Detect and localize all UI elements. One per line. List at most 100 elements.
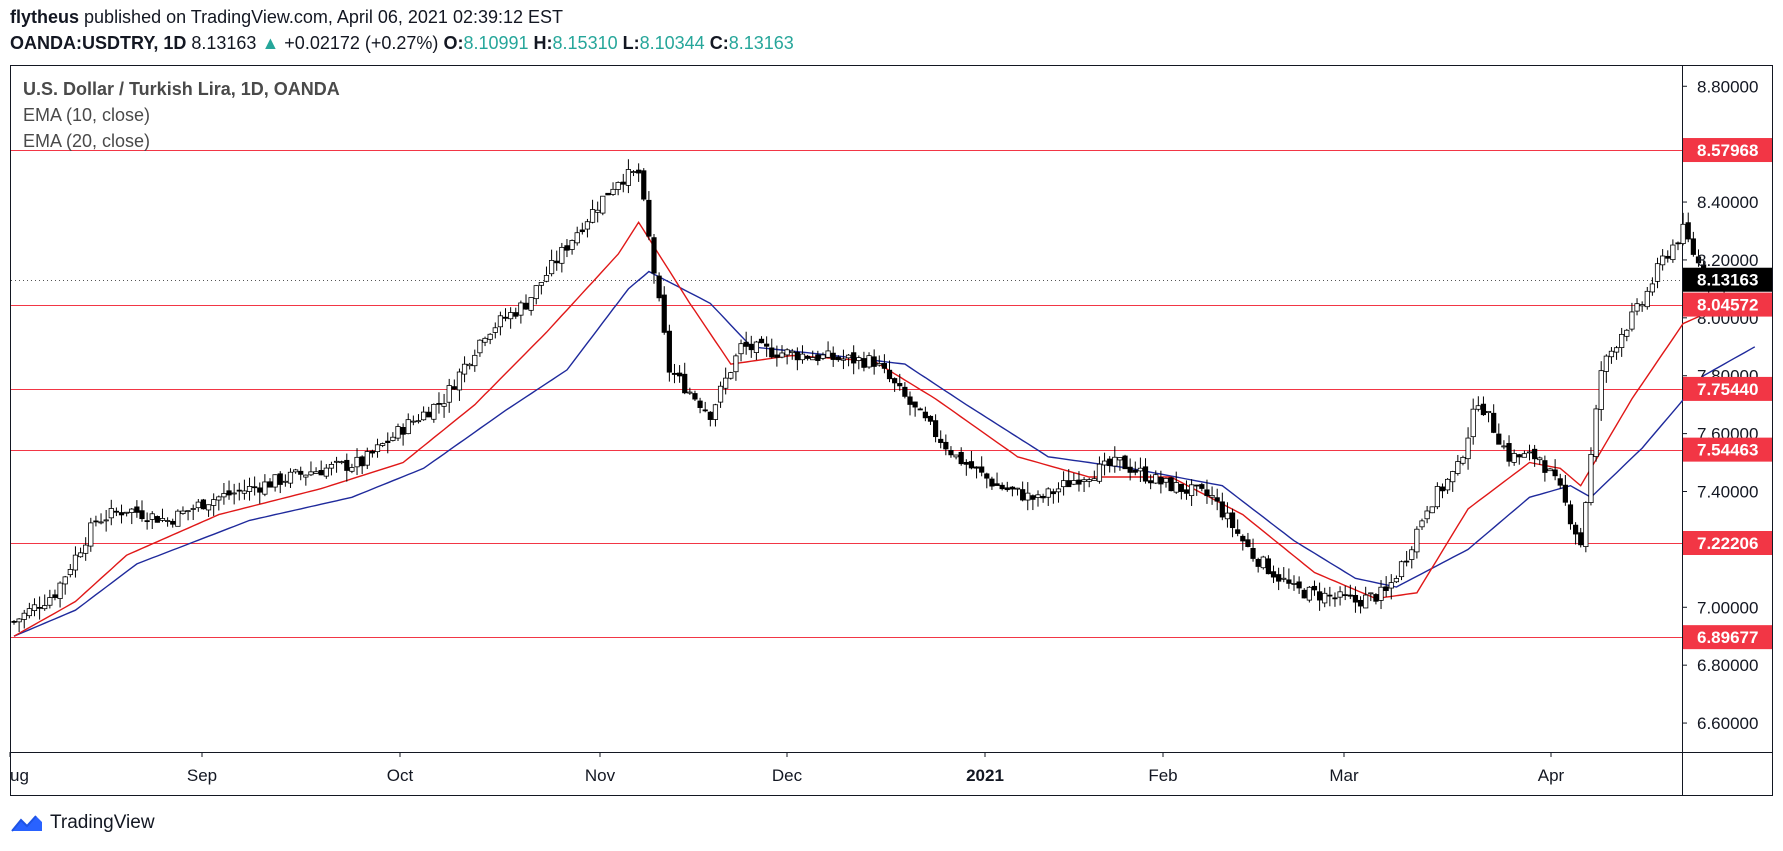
candle-body: [1439, 486, 1446, 492]
candle-body: [1091, 478, 1097, 481]
candle-body: [825, 350, 831, 358]
candle-body: [1347, 594, 1353, 597]
candle-body: [927, 415, 934, 422]
ema10-legend[interactable]: EMA (10, close): [23, 105, 151, 125]
time-tick-label: Feb: [1148, 766, 1177, 785]
author-name[interactable]: flytheus: [10, 7, 80, 27]
candle-body: [1557, 478, 1563, 486]
candle-body: [1142, 466, 1149, 482]
candle-body: [881, 363, 888, 369]
candle-body: [733, 355, 739, 373]
time-tick-label: ug: [10, 766, 29, 785]
open-value: 8.10991: [463, 33, 529, 53]
candle-body: [431, 403, 437, 420]
candle-body: [948, 450, 954, 456]
candle-body: [851, 352, 857, 364]
candle-body: [897, 383, 903, 387]
tradingview-footer[interactable]: TradingView: [10, 812, 155, 834]
candle-body: [1613, 347, 1620, 353]
level-badge: [1683, 437, 1772, 462]
candle-body: [374, 444, 381, 453]
candle-body: [656, 275, 662, 299]
publish-info: flytheus published on TradingView.com, A…: [10, 7, 563, 28]
candle-body: [1690, 238, 1696, 255]
candle-body: [77, 552, 84, 558]
candle-body: [707, 411, 713, 420]
candle-body: [1158, 477, 1164, 485]
candle-body: [1608, 350, 1615, 358]
candle-body: [354, 456, 360, 468]
candle-body: [712, 404, 719, 420]
candle-body: [308, 471, 314, 476]
candle-body: [1276, 574, 1282, 582]
price-axis[interactable]: 8.800008.400008.200008.000007.800007.600…: [1682, 77, 1758, 733]
candle-body: [636, 169, 642, 174]
candle-body: [1680, 223, 1686, 244]
candle-body: [1567, 504, 1574, 525]
candle-body: [1194, 484, 1200, 487]
candle-body: [47, 597, 53, 606]
candle-body: [134, 506, 140, 513]
candle-body: [543, 275, 550, 282]
candle-body: [1020, 489, 1026, 501]
candle-body: [405, 419, 411, 435]
candle-body: [963, 461, 969, 465]
candle-body: [630, 171, 637, 173]
candle-series: [11, 159, 1727, 633]
candle-body: [164, 520, 171, 522]
candle-body: [912, 401, 918, 408]
candle-body: [277, 473, 283, 485]
candle-body: [508, 312, 514, 320]
candle-body: [441, 403, 447, 407]
candle-body: [671, 372, 678, 375]
candle-body: [323, 467, 329, 477]
candle-body: [687, 391, 693, 394]
candle-body: [871, 356, 877, 367]
candle-body: [236, 489, 242, 492]
candle-body: [1235, 529, 1241, 534]
last-price-badge-label: 8.13163: [1697, 271, 1758, 290]
candle-body: [1030, 495, 1036, 500]
candle-body: [1086, 479, 1092, 482]
candle-body: [584, 221, 591, 230]
candle-body: [815, 354, 821, 361]
ema10-series: [13, 221, 1735, 637]
ema20-legend[interactable]: EMA (20, close): [23, 131, 151, 151]
candle-body: [139, 510, 145, 520]
level-badge: [1683, 530, 1772, 555]
candle-body: [98, 521, 104, 524]
time-axis[interactable]: ug Sep Oct Nov Dec 2021 Feb Mar Apr: [9, 752, 1565, 785]
candle-body: [1035, 494, 1041, 498]
candle-body: [1450, 471, 1456, 483]
candle-body: [1045, 488, 1051, 498]
candle-body: [451, 386, 457, 390]
candle-body: [1260, 556, 1266, 569]
low-label: L:: [622, 33, 640, 53]
candle-body: [1255, 558, 1261, 567]
candle-body: [328, 463, 335, 469]
candle-body: [1629, 311, 1635, 330]
candle-body: [646, 199, 652, 237]
candle-body: [1337, 591, 1343, 598]
candle-body: [1096, 463, 1103, 482]
candle-body: [717, 385, 724, 403]
candle-body: [1363, 594, 1369, 609]
candle-body: [1532, 448, 1538, 460]
candle-body: [743, 341, 749, 347]
candle-body: [610, 188, 616, 195]
candle-body: [1383, 586, 1389, 591]
chart-legend-title[interactable]: U.S. Dollar / Turkish Lira, 1D, OANDA: [23, 79, 340, 99]
candle-body: [943, 441, 949, 450]
candle-body: [1004, 487, 1010, 491]
candle-body: [318, 470, 324, 476]
candle-body: [359, 456, 365, 467]
candle-body: [1101, 460, 1108, 466]
candle-body: [1055, 488, 1062, 493]
candle-body: [922, 411, 928, 419]
candle-body: [764, 343, 770, 347]
candle-body: [226, 490, 232, 496]
candle-body: [380, 443, 386, 446]
price-badges: 8.57968 8.04572 7.75440 7.54463 7.22206 6.896…: [1683, 138, 1772, 650]
candle-body: [456, 371, 463, 391]
